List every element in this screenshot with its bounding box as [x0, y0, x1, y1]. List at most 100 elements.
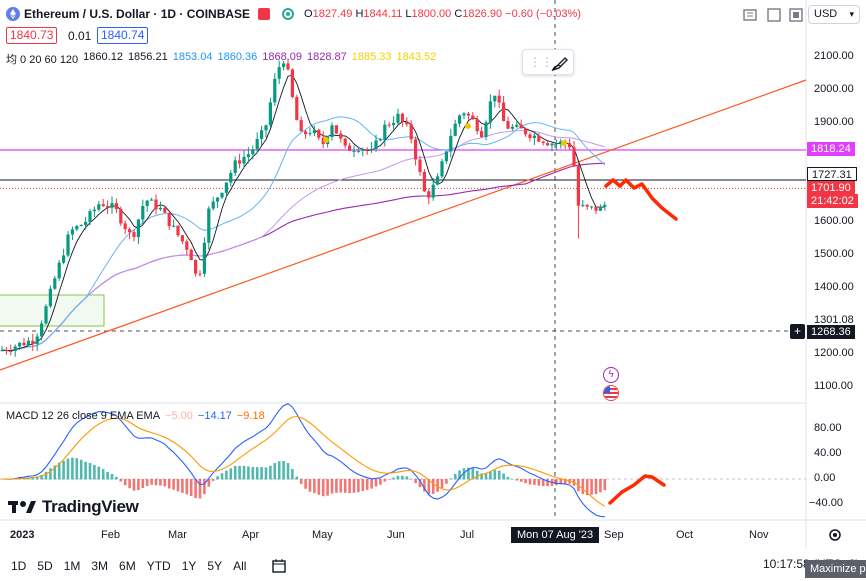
macd-bar	[299, 479, 303, 484]
candle-body	[550, 143, 554, 146]
macd-bar	[343, 479, 347, 493]
macd-line	[1, 403, 605, 518]
buy-price-box[interactable]: 1840.74	[97, 27, 149, 44]
candle-body	[387, 124, 391, 126]
time-tick: Oct	[676, 529, 694, 541]
macd-bar	[49, 468, 52, 480]
timeframe-1d[interactable]: 1D	[11, 558, 27, 573]
candle-body	[264, 125, 268, 131]
candle-body	[519, 124, 523, 129]
candle-body	[229, 172, 233, 183]
black-line-tag: 1727.31	[807, 167, 857, 181]
timeframe-ytd[interactable]: YTD	[146, 558, 171, 573]
macd-bar	[233, 466, 237, 480]
ma-legend[interactable]: 均 0 20 60 120 1860.12 1856.21 1853.04 1860.…	[6, 51, 436, 67]
candle-body	[546, 143, 550, 146]
crosshair-price-tag: 1268.36	[807, 325, 855, 339]
macd-tick: 80.00	[814, 422, 842, 434]
candle-body	[405, 121, 409, 125]
marker-dot	[465, 123, 471, 129]
candle-body	[572, 147, 576, 167]
us-flag-icon[interactable]	[603, 385, 619, 401]
candle-body	[348, 145, 352, 151]
settings-icon[interactable]	[741, 6, 759, 24]
crosshair-date-tag: Mon 07 Aug '23	[511, 527, 600, 543]
symbol-title[interactable]: Ethereum / U.S. Dollar · 1D · COINBASE	[24, 7, 251, 21]
timeframe-1m[interactable]: 1M	[63, 558, 81, 573]
macd-bar	[71, 457, 74, 480]
add-alert-icon[interactable]: +	[790, 324, 805, 339]
timeframe-3m[interactable]: 3M	[91, 558, 109, 573]
candle-body	[436, 176, 440, 185]
candle-body	[163, 207, 167, 213]
macd-legend[interactable]: MACD 12 26 close 9 EMA EMA −5.00 −14.17 …	[6, 410, 265, 422]
ma-value-7: 1843.52	[396, 51, 437, 63]
macd-bar	[115, 476, 118, 480]
ma-value-4: 1868.09	[262, 51, 302, 63]
pen-icon[interactable]	[549, 52, 571, 74]
chart-header: Ethereum / U.S. Dollar · 1D · COINBASE O…	[6, 6, 581, 22]
timeframe-5d[interactable]: 5D	[37, 558, 53, 573]
macd-bar	[458, 470, 461, 480]
ma-value-2: 1853.04	[172, 51, 213, 63]
macd-bar	[141, 479, 145, 488]
currency-select[interactable]: USD ▾	[808, 5, 860, 24]
candle-body	[53, 278, 57, 289]
timeframe-5y[interactable]: 5Y	[207, 558, 223, 573]
candle-body	[70, 229, 74, 235]
timeframe-1y[interactable]: 1Y	[181, 558, 197, 573]
candle-body	[414, 139, 418, 160]
candle-body	[510, 126, 514, 129]
drag-handle-icon[interactable]: ⋮⋮	[529, 55, 553, 69]
ma-label: 均 0 20 60 120	[6, 54, 79, 66]
snapshot-icon[interactable]	[765, 6, 783, 24]
candle-body	[145, 200, 149, 207]
live-dot-icon[interactable]	[282, 8, 295, 20]
candle-body	[189, 249, 193, 261]
macd-bar	[475, 470, 479, 480]
macd-signal-value: −9.18	[236, 410, 265, 422]
timeframe-all[interactable]: All	[233, 558, 247, 573]
macd-bar	[203, 479, 206, 495]
candle-body	[92, 209, 96, 212]
lightning-event-icon[interactable]: ϟ	[603, 367, 619, 383]
sell-price-box[interactable]: 1840.73	[6, 27, 58, 44]
forecast-arrow	[604, 178, 678, 221]
macd-bar	[440, 479, 444, 488]
tradingview-logo[interactable]: TradingView	[8, 497, 139, 517]
macd-bar	[163, 479, 167, 487]
fullscreen-icon[interactable]	[787, 6, 805, 24]
timeframe-6m[interactable]: 6M	[119, 558, 136, 573]
candle-body	[466, 113, 470, 116]
goto-date-icon[interactable]	[271, 558, 287, 574]
macd-bar	[357, 479, 360, 493]
candle-body	[502, 102, 506, 122]
macd-bar	[211, 479, 215, 481]
candle-body	[330, 125, 334, 137]
macd-bar	[145, 479, 149, 487]
candle-body	[0, 350, 4, 352]
candle-body	[66, 234, 70, 256]
market-status-icon[interactable]	[258, 8, 271, 20]
candle-body	[9, 350, 13, 352]
candle-body	[422, 171, 426, 192]
drawing-toolbar[interactable]: ⋮⋮	[522, 49, 574, 75]
macd-bar	[154, 479, 158, 486]
macd-bar	[590, 479, 593, 495]
candle-body	[444, 151, 448, 162]
candle-body	[273, 78, 277, 103]
candle-body	[282, 63, 286, 68]
time-tick: May	[312, 529, 333, 541]
macd-bar	[185, 479, 189, 495]
macd-bar	[559, 479, 563, 485]
candle-body	[84, 222, 88, 225]
price-tick: 2100.00	[814, 50, 854, 62]
time-tick: Feb	[101, 529, 120, 541]
spread-value: 0.01	[68, 29, 92, 43]
time-axis-settings-icon[interactable]	[827, 527, 843, 543]
candle-body	[48, 288, 52, 307]
ma60-line	[1, 130, 605, 352]
macd-bar	[453, 473, 457, 480]
candle-body	[352, 150, 356, 152]
